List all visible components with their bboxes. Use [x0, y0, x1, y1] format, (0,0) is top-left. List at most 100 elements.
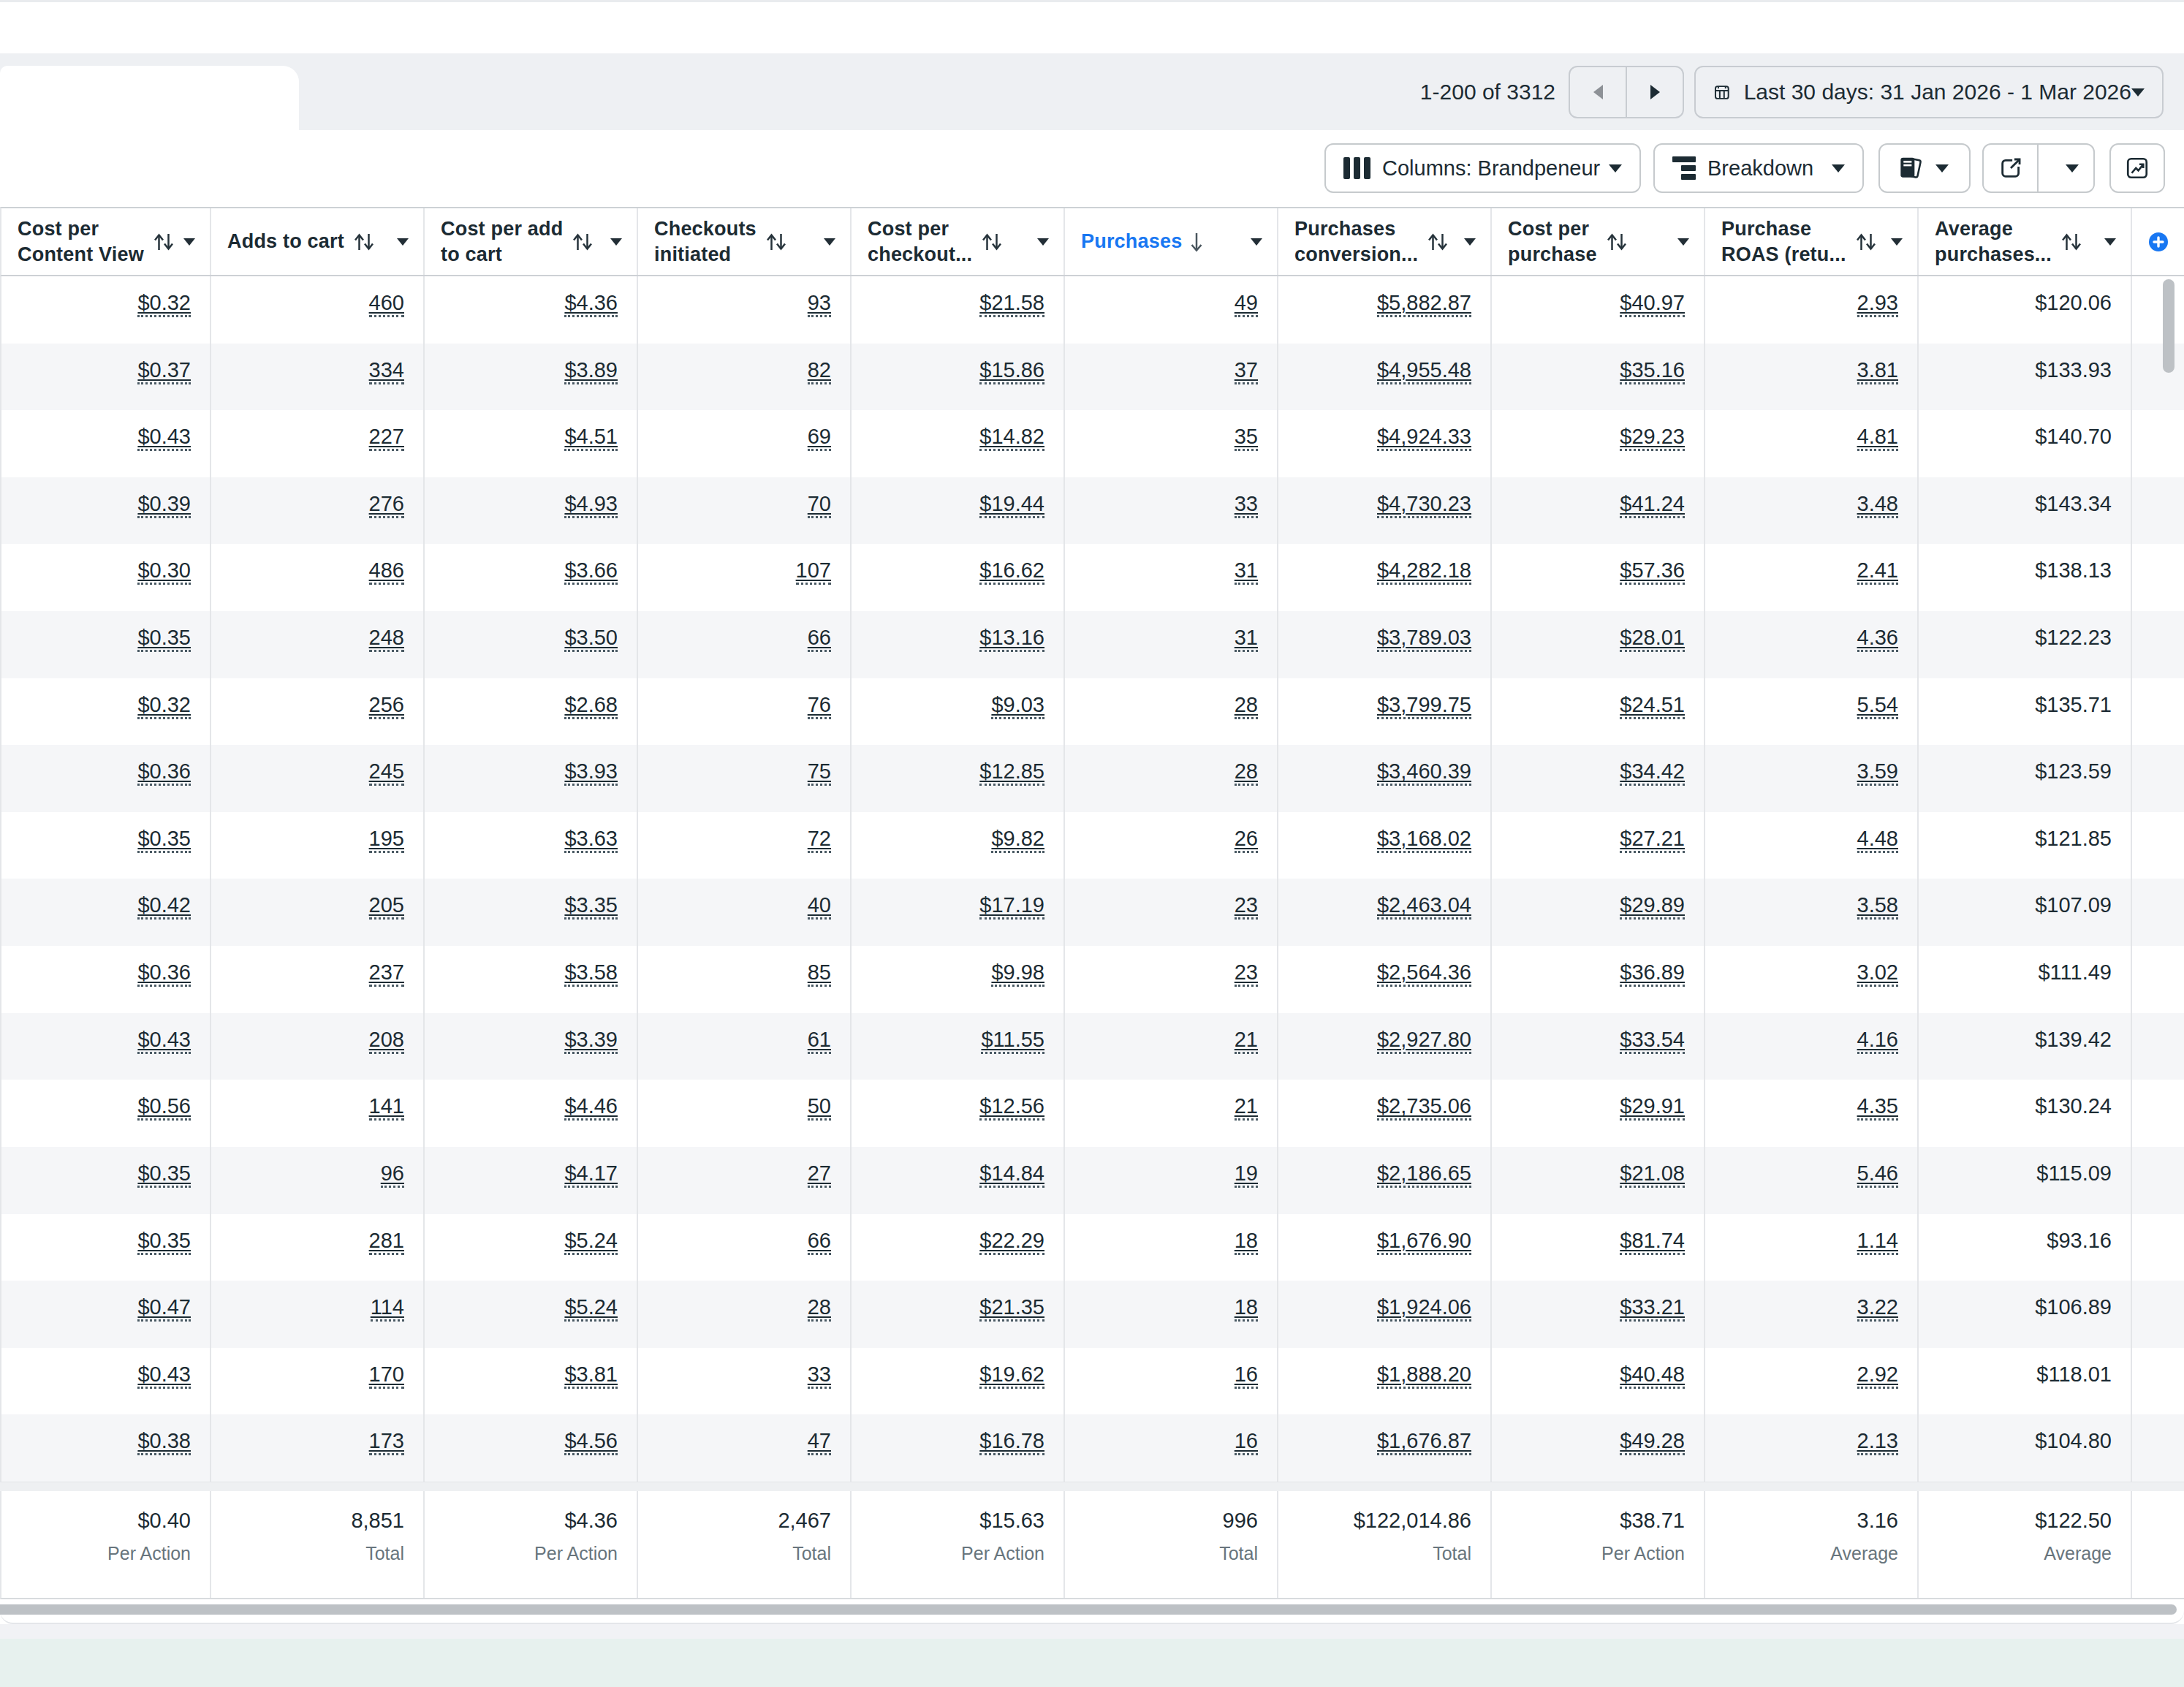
metric-value[interactable]: 114	[371, 1295, 404, 1322]
metric-value[interactable]: $3.66	[564, 558, 618, 585]
metric-value[interactable]: $0.42	[137, 893, 191, 920]
export-options-button[interactable]	[2039, 145, 2093, 192]
metric-value[interactable]: 2.93	[1857, 291, 1898, 317]
metric-value[interactable]: $21.58	[979, 291, 1044, 317]
metric-value[interactable]: 33	[808, 1362, 831, 1389]
metric-value[interactable]: $5.24	[564, 1229, 618, 1255]
metric-value[interactable]: $3,168.02	[1377, 827, 1471, 853]
metric-value[interactable]: $1,888.20	[1377, 1362, 1471, 1389]
column-menu-caret-icon[interactable]	[1251, 238, 1262, 246]
metric-value[interactable]: $11.55	[981, 1028, 1044, 1054]
metric-value[interactable]: 23	[1235, 960, 1258, 987]
metric-value[interactable]: 107	[796, 558, 831, 585]
metric-value[interactable]: 82	[808, 358, 831, 384]
metric-value[interactable]: $5.24	[564, 1295, 618, 1322]
export-button[interactable]	[1984, 145, 2039, 192]
metric-value[interactable]: $40.97	[1620, 291, 1685, 317]
metric-value[interactable]: 3.48	[1857, 492, 1898, 518]
date-range-button[interactable]: Last 30 days: 31 Jan 2026 - 1 Mar 2026	[1694, 66, 2164, 118]
metric-value[interactable]: 2.92	[1857, 1362, 1898, 1389]
metric-value[interactable]: $29.91	[1620, 1094, 1685, 1121]
metric-value[interactable]: 227	[369, 425, 404, 451]
metric-value[interactable]: 26	[1235, 827, 1258, 853]
metric-value[interactable]: $36.89	[1620, 960, 1685, 987]
sort-icon[interactable]	[765, 232, 787, 251]
metric-value[interactable]: 248	[369, 626, 404, 652]
metric-value[interactable]: 72	[808, 827, 831, 853]
metric-value[interactable]: 205	[369, 893, 404, 920]
metric-value[interactable]: $24.51	[1620, 693, 1685, 719]
metric-value[interactable]: 96	[381, 1161, 404, 1188]
column-header-3[interactable]: Checkouts initiated	[638, 208, 852, 275]
column-header-1[interactable]: Adds to cart	[211, 208, 425, 275]
metric-value[interactable]: $0.32	[137, 693, 191, 719]
sort-icon[interactable]	[572, 232, 594, 251]
metric-value[interactable]: $0.30	[137, 558, 191, 585]
metric-value[interactable]: $1,676.87	[1377, 1429, 1471, 1455]
prev-page-button[interactable]	[1570, 67, 1627, 117]
metric-value[interactable]: $3,789.03	[1377, 626, 1471, 652]
metric-value[interactable]: $2,735.06	[1377, 1094, 1471, 1121]
metric-value[interactable]: $0.35	[137, 1229, 191, 1255]
metric-value[interactable]: $2,927.80	[1377, 1028, 1471, 1054]
metric-value[interactable]: $3,460.39	[1377, 759, 1471, 786]
metric-value[interactable]: 237	[369, 960, 404, 987]
metric-value[interactable]: $16.78	[979, 1429, 1044, 1455]
metric-value[interactable]: $4,730.23	[1377, 492, 1471, 518]
sort-desc-icon[interactable]	[1191, 232, 1202, 252]
metric-value[interactable]: $4,282.18	[1377, 558, 1471, 585]
metric-value[interactable]: $27.21	[1620, 827, 1685, 853]
metric-value[interactable]: 18	[1235, 1295, 1258, 1322]
metric-value[interactable]: $0.36	[137, 960, 191, 987]
metric-value[interactable]: $33.54	[1620, 1028, 1685, 1054]
metric-value[interactable]: 4.36	[1857, 626, 1898, 652]
metric-value[interactable]: $4,924.33	[1377, 425, 1471, 451]
column-header-2[interactable]: Cost per add to cart	[425, 208, 638, 275]
metric-value[interactable]: 170	[369, 1362, 404, 1389]
horizontal-scrollbar-thumb[interactable]	[0, 1604, 2177, 1615]
metric-value[interactable]: $4.93	[564, 492, 618, 518]
column-header-8[interactable]: Purchase ROAS (retu...	[1705, 208, 1919, 275]
metric-value[interactable]: 49	[1235, 291, 1258, 317]
metric-value[interactable]: $35.16	[1620, 358, 1685, 384]
metric-value[interactable]: $3.81	[564, 1362, 618, 1389]
metric-value[interactable]: $0.35	[137, 626, 191, 652]
metric-value[interactable]: 66	[808, 1229, 831, 1255]
metric-value[interactable]: 2.13	[1857, 1429, 1898, 1455]
sort-icon[interactable]	[981, 232, 1003, 251]
metric-value[interactable]: 76	[808, 693, 831, 719]
metric-value[interactable]: $40.48	[1620, 1362, 1685, 1389]
metric-value[interactable]: $2,463.04	[1377, 893, 1471, 920]
metric-value[interactable]: 4.81	[1857, 425, 1898, 451]
column-header-7[interactable]: Cost per purchase	[1492, 208, 1705, 275]
metric-value[interactable]: $1,676.90	[1377, 1229, 1471, 1255]
metric-value[interactable]: $12.56	[979, 1094, 1044, 1121]
metric-value[interactable]: $2,186.65	[1377, 1161, 1471, 1188]
metric-value[interactable]: $28.01	[1620, 626, 1685, 652]
metric-value[interactable]: $2,564.36	[1377, 960, 1471, 987]
metric-value[interactable]: 3.22	[1857, 1295, 1898, 1322]
metric-value[interactable]: 276	[369, 492, 404, 518]
metric-value[interactable]: $4,955.48	[1377, 358, 1471, 384]
metric-value[interactable]: 27	[808, 1161, 831, 1188]
sort-icon[interactable]	[1855, 232, 1877, 251]
metric-value[interactable]: $4.46	[564, 1094, 618, 1121]
metric-value[interactable]: $9.82	[991, 827, 1044, 853]
metric-value[interactable]: 69	[808, 425, 831, 451]
metric-value[interactable]: $57.36	[1620, 558, 1685, 585]
metric-value[interactable]: $3.89	[564, 358, 618, 384]
metric-value[interactable]: $41.24	[1620, 492, 1685, 518]
vertical-scrollbar-thumb[interactable]	[2163, 279, 2174, 373]
metric-value[interactable]: 70	[808, 492, 831, 518]
metric-value[interactable]: 50	[808, 1094, 831, 1121]
sort-icon[interactable]	[2060, 232, 2082, 251]
metric-value[interactable]: $0.43	[137, 1028, 191, 1054]
metric-value[interactable]: 31	[1235, 558, 1258, 585]
metric-value[interactable]: 75	[808, 759, 831, 786]
metric-value[interactable]: 31	[1235, 626, 1258, 652]
metric-value[interactable]: $0.56	[137, 1094, 191, 1121]
metric-value[interactable]: $4.56	[564, 1429, 618, 1455]
column-menu-caret-icon[interactable]	[610, 238, 622, 246]
metric-value[interactable]: $0.35	[137, 1161, 191, 1188]
metric-value[interactable]: $2.68	[564, 693, 618, 719]
